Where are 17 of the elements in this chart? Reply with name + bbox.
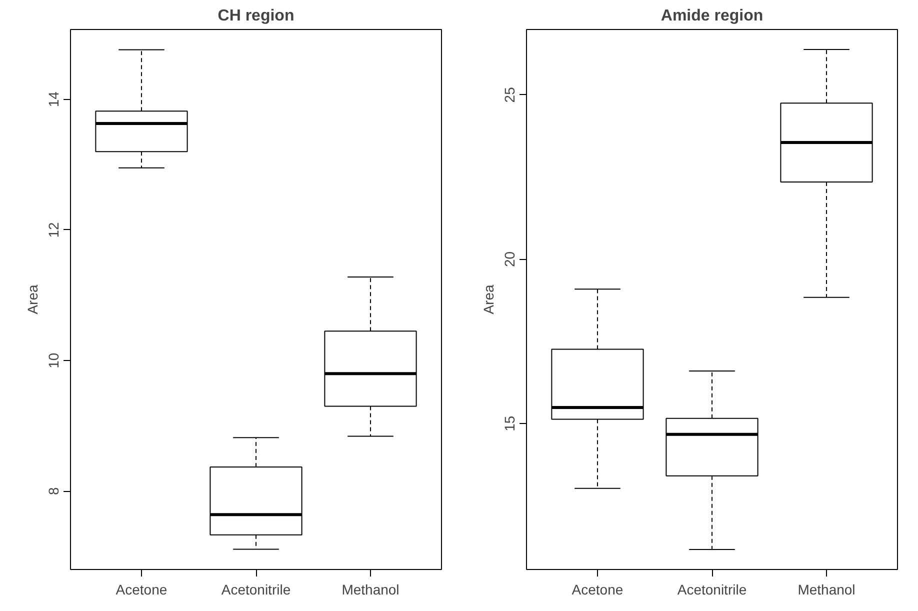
- x-tick-label: Acetone: [116, 582, 168, 598]
- x-tick-label: Methanol: [342, 582, 400, 598]
- chart-title: Amide region: [660, 8, 764, 24]
- y-tick-label: 14: [46, 91, 62, 108]
- y-tick-label: 25: [502, 86, 518, 103]
- y-tick-label: 8: [46, 487, 62, 496]
- x-tick-label: Acetonitrile: [221, 582, 291, 598]
- x-tick-label: Acetonitrile: [677, 582, 747, 598]
- y-axis-title: Area: [24, 284, 40, 314]
- y-tick-label: 20: [502, 251, 518, 268]
- y-axis-title: Area: [480, 284, 496, 314]
- y-tick-label: 12: [46, 222, 62, 238]
- x-tick-label: Methanol: [798, 582, 856, 598]
- chart-title: CH region: [218, 8, 294, 24]
- y-tick-label: 15: [502, 416, 518, 432]
- x-tick-label: Acetone: [572, 582, 624, 598]
- y-tick-label: 10: [46, 352, 62, 368]
